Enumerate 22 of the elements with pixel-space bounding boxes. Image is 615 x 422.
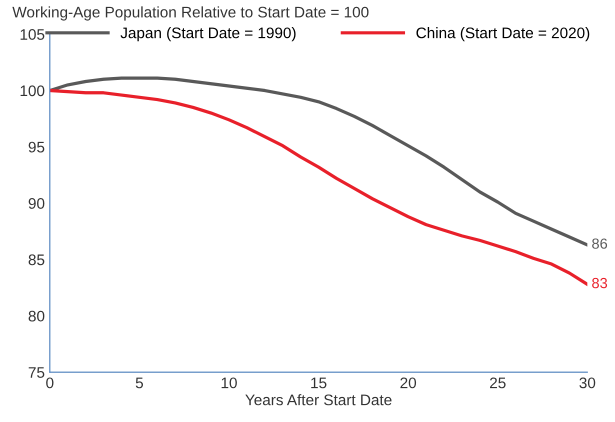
y-tick-label: 100: [20, 85, 44, 96]
x-tick-label: 20: [400, 377, 416, 388]
y-tick-label: 85: [28, 254, 44, 266]
legend-label: China (Start Date = 2020): [416, 27, 590, 42]
chart-title: Working-Age Population Relative to Start Date = 100: [12, 6, 369, 21]
x-tick-label: 30: [579, 377, 596, 388]
annotation: 83: [592, 278, 608, 288]
x-tick-label: 0: [46, 377, 54, 388]
legend-label: Japan (Start Date = 1990): [120, 27, 296, 42]
x-tick-label: 25: [490, 377, 506, 388]
y-tick-label: 80: [28, 310, 44, 322]
line-series: [50, 76, 588, 246]
x-tick-label: 10: [222, 377, 237, 388]
x-tick-label: 15: [311, 378, 326, 388]
x-axis-title: Years After Start Date: [245, 394, 392, 406]
y-tick-label: 90: [28, 198, 44, 209]
y-tick-label: 95: [28, 142, 44, 153]
x-tick-label: 5: [136, 378, 144, 388]
y-tick-label: 105: [20, 29, 44, 40]
annotation: 86: [592, 238, 608, 249]
line-series: [50, 88, 588, 286]
y-tick-label: 75: [28, 367, 44, 378]
